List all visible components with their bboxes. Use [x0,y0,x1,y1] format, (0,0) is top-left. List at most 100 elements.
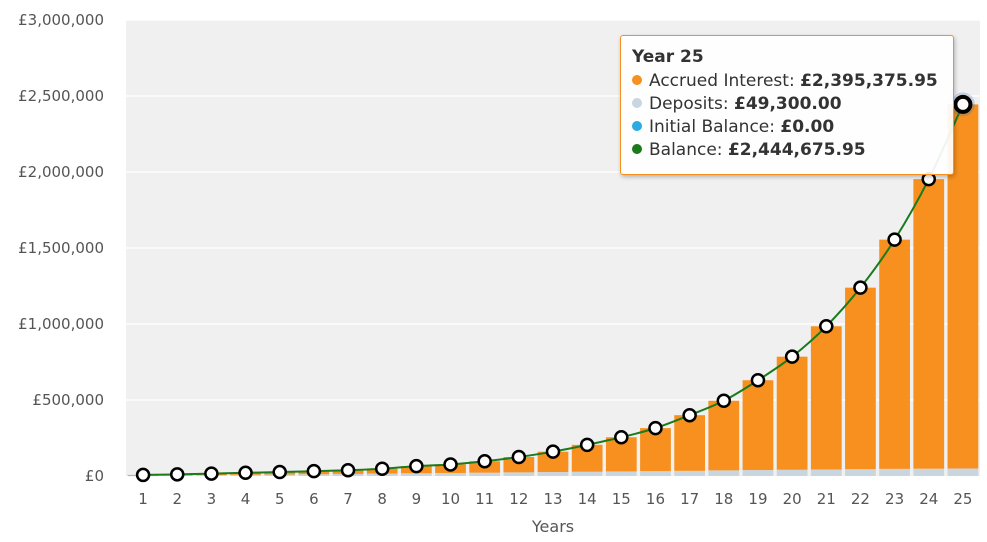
interest-bar[interactable] [913,179,945,469]
x-tick-label: 1 [138,490,148,508]
balance-point[interactable] [340,462,356,478]
deposits-bar[interactable] [674,470,706,476]
balance-point[interactable] [477,454,492,469]
balance-point[interactable] [819,319,834,334]
tooltip-row-deposits: Deposits: £49,300.00 [632,93,942,116]
balance-point[interactable] [750,372,766,388]
deposits-bar[interactable] [537,472,569,476]
tooltip-row-interest: Accrued Interest: £2,395,375.95 [632,70,942,93]
x-tick-label: 6 [309,490,319,508]
y-tick-label: £2,000,000 [18,163,104,181]
x-tick-label: 5 [275,490,285,508]
deposits-bar[interactable] [913,468,945,476]
y-tick-label: £3,000,000 [18,11,104,29]
balance-point[interactable] [648,420,663,436]
interest-bar[interactable] [810,326,842,470]
interest-bar[interactable] [537,451,569,473]
interest-bar[interactable] [845,287,876,470]
deposits-bar[interactable] [879,468,910,476]
x-tick-label: 8 [377,490,387,508]
balance-point[interactable] [443,457,458,472]
interest-bar[interactable] [708,400,740,471]
x-axis: 1 2 3 4 5 6 7 8 9 10 11 12 13 14 15 16 17 18 19 20 21 22 23 24 2… [138,490,972,508]
balance-point[interactable] [784,349,800,364]
balance-point[interactable] [511,449,527,465]
balance-point[interactable] [272,464,287,480]
x-tick-label: 18 [714,490,733,508]
balance-point[interactable] [409,458,424,474]
balance-point[interactable] [853,280,868,295]
x-tick-label: 25 [953,490,972,508]
x-tick-label: 2 [172,490,182,508]
balance-point[interactable] [579,437,595,453]
x-tick-label: 14 [578,490,597,508]
y-tick-label: £0 [85,467,104,485]
y-tick-label: £1,000,000 [18,315,104,333]
deposits-bar[interactable] [605,471,637,476]
x-tick-label: 21 [817,490,836,508]
deposits-bar[interactable] [947,468,979,476]
tooltip-value: £0.00 [780,117,835,137]
x-tick-label: 13 [543,490,562,508]
x-tick-label: 7 [343,490,353,508]
initial-balance-dot-icon [632,121,642,131]
balance-point[interactable] [306,463,322,479]
deposits-bar[interactable] [640,471,671,476]
tooltip-row-initial-balance: Initial Balance: £0.00 [632,116,942,139]
balance-point[interactable] [238,465,253,481]
tooltip-label: Balance: [649,140,723,160]
interest-bar[interactable] [879,239,910,469]
balance-point[interactable] [374,461,390,476]
deposits-bar[interactable] [708,470,740,476]
x-tick-label: 10 [441,490,460,508]
x-tick-label: 19 [748,490,767,508]
balance-point[interactable] [204,466,219,481]
balance-point[interactable] [135,467,151,483]
balance-point[interactable] [887,232,902,247]
deposits-bar[interactable] [776,469,808,476]
y-tick-label: £1,500,000 [18,239,104,257]
x-tick-label: 20 [783,490,802,508]
deposits-bar[interactable] [469,472,501,476]
data-tooltip: Year 25 Accrued Interest: £2,395,375.95 … [620,35,954,175]
balance-point[interactable] [614,429,629,445]
balance-point[interactable] [953,94,973,114]
balance-point[interactable] [716,393,732,409]
interest-bar[interactable] [503,457,535,473]
deposits-bar[interactable] [845,469,876,476]
x-axis-title: Years [531,517,574,536]
balance-point[interactable] [682,407,697,423]
x-tick-label: 23 [885,490,904,508]
deposits-bar[interactable] [400,473,432,476]
deposits-dot-icon [632,98,642,108]
x-tick-label: 24 [919,490,938,508]
balance-point[interactable] [169,467,185,482]
balance-point[interactable] [545,444,561,459]
x-tick-label: 4 [241,490,251,508]
tooltip-value: £2,444,675.95 [727,140,866,160]
x-tick-label: 12 [509,490,528,508]
deposits-bar[interactable] [742,470,774,476]
interest-bar[interactable] [776,356,808,470]
x-tick-label: 16 [646,490,665,508]
interest-bar[interactable] [742,380,774,471]
interest-bar[interactable] [674,415,706,471]
tooltip-value: £2,395,375.95 [800,71,938,91]
y-tick-label: £2,500,000 [18,87,104,105]
deposits-bar[interactable] [810,469,842,476]
y-tick-label: £500,000 [32,391,104,409]
tooltip-label: Accrued Interest: [649,71,795,91]
deposits-bar[interactable] [503,472,535,476]
tooltip-title: Year 25 [632,47,704,67]
x-tick-label: 9 [412,490,422,508]
interest-dot-icon [632,75,642,85]
x-tick-label: 11 [475,490,494,508]
balance-dot-icon [632,144,642,154]
tooltip-label: Deposits: [649,94,729,114]
deposits-bar[interactable] [435,472,466,476]
tooltip-value: £49,300.00 [733,94,842,114]
x-tick-label: 3 [207,490,217,508]
gridlines [126,19,980,401]
deposits-bar[interactable] [571,471,603,476]
